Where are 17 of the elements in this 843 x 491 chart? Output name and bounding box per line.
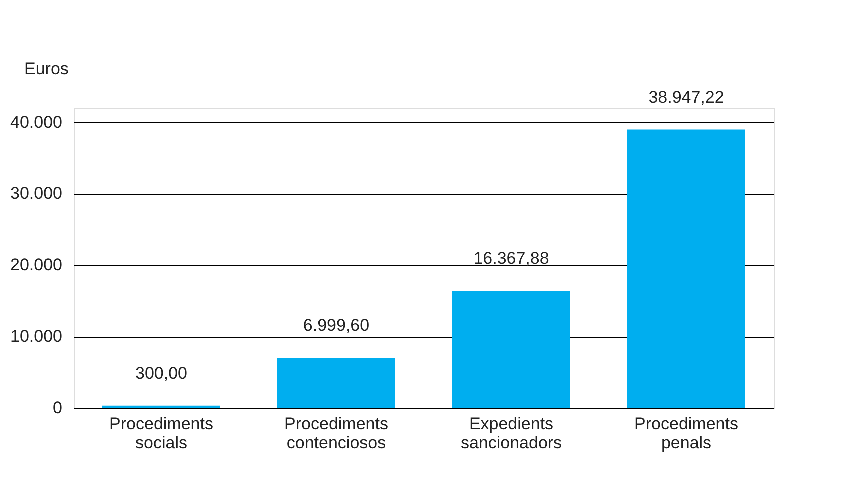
bar <box>278 358 396 408</box>
bar <box>628 130 746 408</box>
x-tick-label: Procediments penals <box>634 414 738 452</box>
y-tick-label: 0 <box>53 398 62 418</box>
data-label: 38.947,22 <box>648 88 724 107</box>
x-tick-label: Procediments socials <box>110 414 214 452</box>
data-label: 6.999,60 <box>303 316 370 336</box>
y-tick-label: 30.000 <box>10 184 62 204</box>
x-tick-label: Procediments contenciosos <box>284 414 388 452</box>
y-tick-label: 20.000 <box>10 256 62 275</box>
data-label: 300,00 <box>136 364 188 383</box>
y-tick-label: 10.000 <box>10 327 62 346</box>
data-label: 16.367,88 <box>474 249 550 268</box>
x-tick-label: Expedients sancionadors <box>460 414 562 452</box>
y-axis-title: Euros <box>24 60 69 78</box>
y-tick-label: 40.000 <box>10 112 62 132</box>
bar <box>452 291 570 408</box>
